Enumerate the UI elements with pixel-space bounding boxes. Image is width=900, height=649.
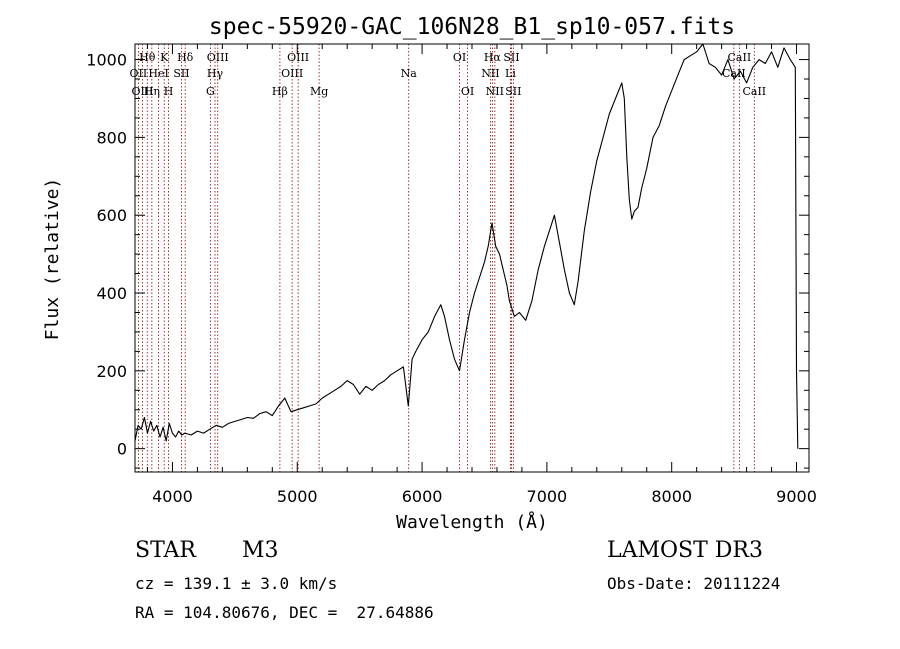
y-tick-label: 600	[96, 206, 127, 225]
x-tick-label: 7000	[527, 487, 568, 506]
plot-frame	[134, 43, 810, 473]
line-label-CaII-1: CaII	[728, 51, 752, 64]
y-tick-label: 200	[96, 362, 127, 381]
x-tick-label: 8000	[651, 487, 692, 506]
x-axis-label: Wavelength (Å)	[396, 511, 548, 533]
object-subclass: M3	[242, 538, 279, 563]
line-label-Mg: Mg	[310, 85, 328, 98]
obs-date: Obs-Date: 20111224	[607, 574, 781, 593]
y-tick-label: 800	[96, 128, 127, 147]
line-label-Hα: Hα	[484, 51, 502, 64]
x-tick-label: 9000	[776, 487, 817, 506]
line-label-G: G	[206, 85, 215, 98]
line-label-K: K	[160, 51, 169, 64]
axes: 4000 5000 6000 7000 8000 9000 0 200 400 600 800 100…	[86, 43, 817, 506]
redshift-cz: cz = 139.1 ± 3.0 km/s	[135, 574, 338, 593]
line-label-NII-1: NII	[481, 67, 499, 80]
series-flux	[134, 43, 799, 449]
line-label-OI-2: OI	[461, 85, 474, 98]
line-label-SII-1: SII	[173, 67, 189, 80]
line-markers: Hθ OII OIII K HeI Hη Hδ SII H OIII Hγ G OIII OIII Hβ Mg…	[130, 44, 766, 472]
line-label-Li: Li	[505, 67, 516, 80]
survey-name: LAMOST DR3	[607, 538, 763, 563]
x-tick-label: 6000	[402, 487, 443, 506]
line-label-H: H	[164, 85, 174, 98]
series-layer	[134, 43, 799, 449]
line-label-Hθ: Hθ	[139, 51, 156, 64]
line-label-OIII-3: OIII	[131, 85, 153, 98]
line-label-Hβ: Hβ	[272, 85, 288, 98]
line-label-Na: Na	[401, 67, 418, 80]
y-tick-label: 400	[96, 284, 127, 303]
chart-title: spec-55920-GAC_106N28_B1_sp10-057.fits	[209, 14, 735, 40]
line-label-HeI: HeI	[148, 67, 168, 80]
line-label-CaII-2: CaII	[722, 67, 746, 80]
line-label-Hγ: Hγ	[207, 67, 224, 80]
y-tick-label: 0	[117, 440, 127, 459]
line-label-OII: OII	[130, 67, 148, 80]
line-label-OI-1: OI	[453, 51, 466, 64]
line-label-OIII-5: OIII	[281, 67, 303, 80]
x-tick-label: 5000	[277, 487, 318, 506]
x-tick-label: 4000	[152, 487, 193, 506]
y-tick-label: 1000	[86, 51, 127, 70]
line-label-OIII-4: OIII	[287, 51, 309, 64]
line-label-SII-3: SII	[505, 85, 521, 98]
ra-dec: RA = 104.80676, DEC = 27.64886	[135, 603, 434, 622]
line-label-SII-2: SII	[503, 51, 519, 64]
y-axis-label: Flux (relative)	[42, 178, 63, 341]
object-class: STAR	[135, 538, 196, 563]
line-label-Hη: Hη	[144, 85, 160, 98]
line-label-Hδ: Hδ	[177, 51, 194, 64]
line-label-CaII-3: CaII	[742, 85, 766, 98]
line-label-NII-2: NII	[486, 85, 504, 98]
line-label-OIII-1: OIII	[207, 51, 229, 64]
